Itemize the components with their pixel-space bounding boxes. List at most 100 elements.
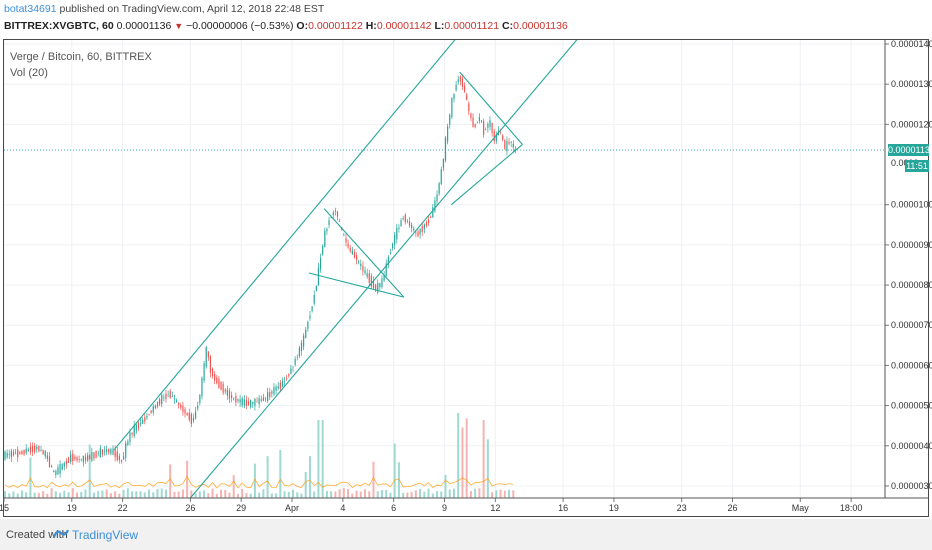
candle-body — [504, 140, 506, 150]
candle-body — [63, 463, 65, 467]
candle-body — [411, 224, 413, 228]
chart-frame[interactable] — [3, 39, 929, 517]
author-link[interactable]: botat34691 — [4, 3, 57, 15]
candle-body — [375, 284, 377, 291]
candle-body — [273, 386, 275, 395]
volume-bar — [37, 493, 40, 498]
candle-body — [379, 283, 381, 288]
candle-body — [362, 265, 364, 272]
candle-body — [440, 169, 442, 185]
volume-bar — [452, 488, 455, 498]
candle-body — [53, 470, 55, 472]
volume-bar — [84, 489, 87, 498]
volume-bar — [300, 493, 303, 498]
volume-bar — [253, 463, 256, 498]
candle-body — [167, 394, 169, 396]
candle-body — [267, 392, 269, 401]
volume-bar — [308, 456, 311, 498]
bar-countdown-tag: 11:51 — [905, 160, 929, 172]
volume-bar — [503, 490, 506, 498]
candle-body — [324, 230, 326, 248]
low-value: 0.00001121 — [444, 20, 500, 32]
volume-bar — [279, 450, 282, 498]
volume-bar — [241, 489, 244, 498]
candle-body — [137, 422, 140, 429]
candle-body — [455, 85, 457, 91]
candle-body — [120, 459, 123, 462]
candle-body — [398, 227, 400, 229]
candle-body — [82, 455, 84, 463]
candle-body — [159, 399, 161, 405]
volume-bar — [97, 491, 100, 498]
candle-body — [201, 377, 203, 397]
candle-body — [178, 402, 180, 405]
candle-body — [142, 419, 144, 424]
candle-body — [4, 451, 6, 460]
candle-body — [70, 454, 72, 462]
candle-body — [341, 227, 343, 231]
candle-body — [281, 381, 284, 388]
candle-body — [402, 218, 404, 220]
volume-bar — [109, 493, 112, 498]
candle-body — [235, 395, 237, 403]
candle-body — [298, 347, 300, 357]
candle-body — [495, 134, 497, 142]
candle-body — [214, 373, 216, 381]
candle-body — [451, 97, 453, 118]
candle-body — [502, 135, 504, 140]
candle-body — [6, 452, 8, 458]
candle-body — [228, 390, 231, 399]
volume-bar — [406, 492, 409, 498]
volume-bar — [156, 488, 159, 498]
candle-body — [415, 232, 417, 234]
volume-bar — [410, 492, 413, 498]
candle-body — [133, 425, 135, 436]
close-label: C: — [501, 20, 514, 32]
candle-body — [173, 398, 176, 400]
candle-body — [112, 448, 114, 455]
x-tick-label: 6 — [391, 503, 396, 513]
volume-bar — [321, 420, 324, 498]
candle-body — [408, 221, 411, 226]
candle-body — [489, 120, 491, 127]
candle-body — [101, 449, 104, 455]
candle-body — [417, 231, 419, 236]
volume-bar — [325, 491, 328, 498]
candle-body — [110, 449, 112, 454]
candle-body — [256, 401, 258, 403]
candle-body — [25, 448, 27, 454]
candle-body — [262, 397, 264, 401]
candle-body — [29, 446, 32, 453]
volume-bar — [512, 490, 515, 498]
candle-body — [203, 363, 205, 381]
x-tick-label: 18:00 — [840, 503, 863, 513]
y-tick-label: 0.00000300 — [891, 481, 932, 491]
plot-area — [4, 40, 885, 498]
candle-body — [91, 452, 93, 461]
volume-bar — [283, 491, 286, 498]
candle-body — [21, 451, 23, 455]
candle-body — [442, 158, 444, 168]
candle-body — [216, 377, 218, 384]
candle-body — [345, 238, 347, 243]
candle-body — [12, 452, 15, 456]
candle-body — [512, 143, 514, 148]
candle-body — [319, 257, 322, 270]
candle-body — [180, 404, 182, 408]
volume-bar — [368, 491, 371, 498]
candle-body — [427, 219, 430, 224]
candle-body — [67, 457, 70, 463]
candle-body — [184, 409, 186, 414]
candle-body — [457, 79, 459, 83]
volume-bar — [414, 490, 417, 498]
x-tick-label: 4 — [340, 503, 345, 513]
volume-bar — [262, 489, 265, 498]
tradingview-brand[interactable]: TradingView — [72, 528, 139, 542]
volume-bar — [376, 491, 379, 498]
candle-body — [61, 464, 63, 470]
